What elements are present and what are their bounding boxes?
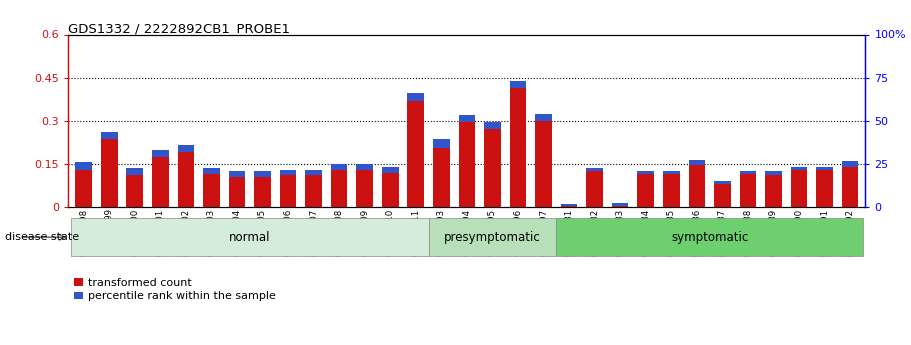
Bar [407, 93, 425, 101]
Bar [689, 159, 705, 207]
Bar [331, 165, 347, 207]
Bar [816, 167, 833, 170]
Bar [305, 170, 322, 175]
Bar [178, 145, 194, 207]
Bar [587, 168, 603, 207]
Bar [254, 171, 271, 177]
Legend: transformed count, percentile rank within the sample: transformed count, percentile rank withi… [74, 278, 276, 302]
Bar [433, 139, 450, 207]
Bar [663, 171, 680, 174]
Bar [382, 167, 398, 207]
Bar [663, 171, 680, 207]
Bar [71, 218, 428, 256]
Text: normal: normal [229, 231, 271, 244]
Bar [536, 114, 552, 121]
Bar [101, 132, 118, 139]
Bar [152, 149, 169, 157]
Bar [203, 168, 220, 174]
Bar [356, 165, 373, 170]
Bar [305, 170, 322, 207]
Bar [765, 171, 782, 207]
Bar [714, 181, 731, 207]
Text: presymptomatic: presymptomatic [444, 231, 541, 244]
Bar [509, 80, 527, 207]
Bar [280, 170, 296, 175]
Bar [714, 181, 731, 184]
Bar [127, 168, 143, 207]
Bar [356, 165, 373, 207]
Bar [842, 161, 858, 207]
Bar [509, 80, 527, 88]
Bar [536, 114, 552, 207]
Bar [458, 115, 476, 207]
Bar [101, 132, 118, 207]
Bar [76, 162, 92, 207]
Bar [458, 115, 476, 122]
Bar [407, 93, 425, 207]
Bar [127, 168, 143, 175]
Bar [433, 139, 450, 148]
Bar [638, 171, 654, 174]
Text: disease state: disease state [5, 233, 78, 242]
Bar [229, 171, 245, 207]
Bar [229, 171, 245, 177]
Bar [331, 165, 347, 170]
Bar [765, 171, 782, 175]
Bar [152, 149, 169, 207]
Bar [428, 218, 557, 256]
Bar [689, 159, 705, 165]
Bar [587, 168, 603, 171]
Bar [638, 171, 654, 207]
Bar [178, 145, 194, 152]
Text: GDS1332 / 2222892CB1_PROBE1: GDS1332 / 2222892CB1_PROBE1 [68, 22, 291, 36]
Bar [740, 171, 756, 174]
Bar [557, 218, 863, 256]
Bar [612, 203, 629, 206]
Bar [791, 167, 807, 207]
Bar [203, 168, 220, 207]
Bar [254, 171, 271, 207]
Bar [382, 167, 398, 172]
Bar [816, 167, 833, 207]
Bar [612, 203, 629, 207]
Bar [561, 204, 578, 207]
Bar [791, 167, 807, 170]
Bar [740, 171, 756, 207]
Bar [484, 122, 501, 129]
Bar [561, 204, 578, 206]
Text: symptomatic: symptomatic [671, 231, 748, 244]
Bar [484, 122, 501, 207]
Bar [842, 161, 858, 167]
Bar [280, 170, 296, 207]
Bar [76, 162, 92, 170]
